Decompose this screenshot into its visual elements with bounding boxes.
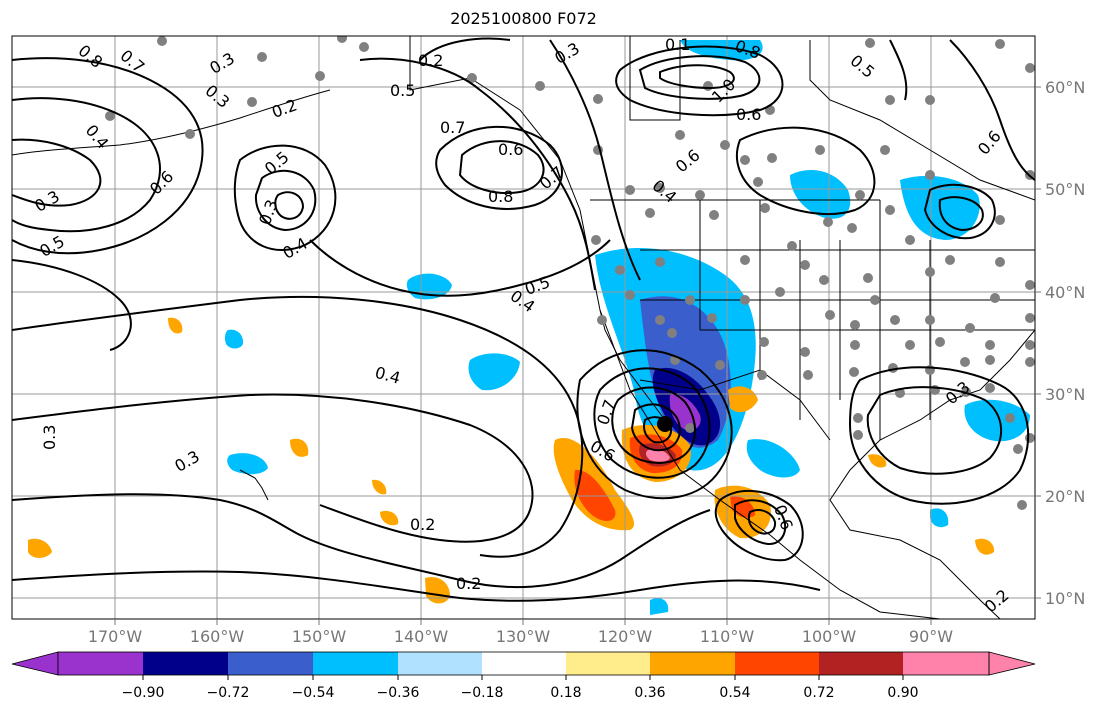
contour-label: 0.5 <box>390 81 415 100</box>
shaded-field <box>28 40 1030 615</box>
lat-tick-label: 10°N <box>1045 589 1085 608</box>
lon-tick-label: 120°W <box>598 627 653 646</box>
colorbar-segment <box>566 652 650 675</box>
longitude-axis: 170°W 160°W 150°W 140°W 130°W 120°W 110°… <box>88 619 953 646</box>
colorbar-tick-label: −0.72 <box>207 685 250 701</box>
colorbar-segment <box>398 652 482 675</box>
storm-center-marker <box>657 416 673 432</box>
lat-tick-label: 50°N <box>1045 180 1085 199</box>
shade-neg-pac6 <box>930 508 949 528</box>
lon-tick-label: 90°W <box>909 627 953 646</box>
colorbar-segment <box>313 652 398 675</box>
lon-tick-label: 130°W <box>496 627 551 646</box>
lon-tick-label: 160°W <box>190 627 245 646</box>
shade-pos-pac8 <box>975 538 995 555</box>
shade-neg-north <box>680 40 763 61</box>
shade-neg-pac2 <box>468 353 520 391</box>
contour-label: 0.3 <box>40 425 59 450</box>
latitude-axis: 60°N 50°N 40°N 30°N 20°N 10°N <box>1035 78 1085 608</box>
colorbar-tick-label: 0.36 <box>634 685 665 701</box>
colorbar-extend-min <box>11 651 59 676</box>
colorbar-tick-label: −0.18 <box>461 685 504 701</box>
shade-pos-pac6 <box>425 576 450 604</box>
colorbar-tick-label: 0.72 <box>803 685 834 701</box>
shade-neg-pac4 <box>227 453 268 475</box>
map-title: 2025100800 F072 <box>450 9 597 28</box>
shade-pos-pac3 <box>290 438 309 457</box>
shade-pos-pac5 <box>380 510 399 526</box>
lon-tick-label: 100°W <box>802 627 857 646</box>
colorbar-tick-label: −0.54 <box>292 685 335 701</box>
shade-pos-pac7 <box>868 454 887 468</box>
colorbar-tick-label: 0.90 <box>887 685 918 701</box>
shade-pos-pac1 <box>28 538 52 558</box>
lon-tick-label: 110°W <box>700 627 755 646</box>
contour-label: 0.1 <box>665 35 690 54</box>
shade-pos-mex-red <box>730 496 755 518</box>
shade-pos-offshore-red <box>574 469 616 522</box>
shade-neg-gulf <box>964 399 1030 442</box>
colorbar-tick-label: 0.18 <box>550 685 581 701</box>
colorbar-segment <box>58 652 143 675</box>
colorbar-segment <box>482 652 566 675</box>
contour-label: 0.7 <box>440 118 465 137</box>
colorbar-segment <box>735 652 819 675</box>
colorbar-tick-label: 0.54 <box>719 685 750 701</box>
contour-lines <box>12 37 1035 602</box>
lat-tick-label: 60°N <box>1045 78 1085 97</box>
lat-tick-label: 40°N <box>1045 283 1085 302</box>
colorbar-segment <box>143 652 228 675</box>
lat-tick-label: 20°N <box>1045 487 1085 506</box>
map-panel: 0.8 0.7 0.3 0.2 0.5 0.3 0.6 0.4 0.3 0.5 … <box>12 35 1035 619</box>
colorbar-tick-label: −0.36 <box>377 685 420 701</box>
contour-label: 0.8 <box>488 187 513 206</box>
shade-pos-core-pink <box>645 449 670 462</box>
lon-tick-label: 150°W <box>292 627 347 646</box>
station-dots <box>105 36 1035 510</box>
lon-tick-label: 140°W <box>394 627 449 646</box>
shade-neg-pac5 <box>650 598 669 615</box>
colorbar-segment <box>228 652 313 675</box>
colorbar-extend-max <box>988 651 1036 676</box>
shade-pos-pac2 <box>168 317 183 334</box>
shade-neg-baja <box>746 439 800 478</box>
colorbar-segment <box>903 652 989 675</box>
contour-label: 0.6 <box>498 140 523 159</box>
shade-pos-tx <box>728 386 758 413</box>
shade-neg-plains <box>790 170 851 219</box>
colorbar-segment <box>650 652 735 675</box>
lon-tick-label: 170°W <box>88 627 143 646</box>
colorbar-tick-label: −0.90 <box>122 685 165 701</box>
shade-neg-pac3 <box>224 329 244 349</box>
shade-pos-pac4 <box>372 479 387 495</box>
contour-label: 0.6 <box>736 105 761 124</box>
colorbar-segment <box>819 652 903 675</box>
contour-label: 0.2 <box>410 515 435 534</box>
contour-label: 0.2 <box>456 574 481 593</box>
contour-label: 0.2 <box>418 51 443 70</box>
colorbar: −0.90 −0.72 −0.54 −0.36 −0.18 0.18 0.36 … <box>11 651 1036 701</box>
lat-tick-label: 30°N <box>1045 385 1085 404</box>
